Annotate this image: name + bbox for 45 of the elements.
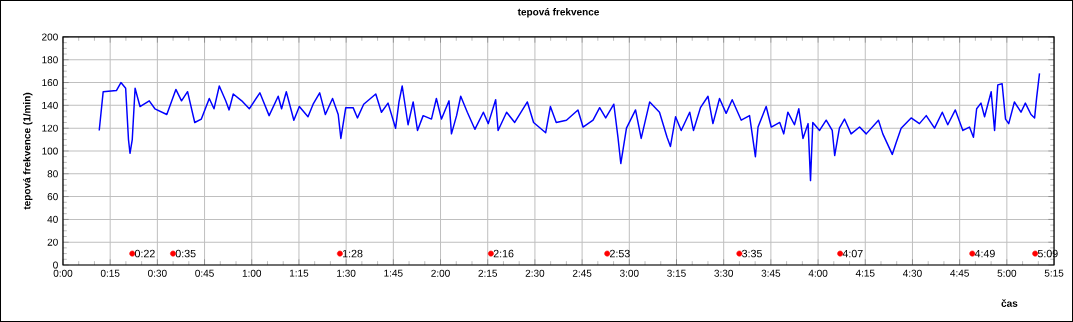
x-tick-label: 1:15	[289, 269, 309, 277]
annotation: 0:35	[175, 249, 196, 258]
y-tick-label: 180	[42, 56, 58, 64]
y-tick-label: 200	[42, 33, 58, 41]
x-tick-label: 4:15	[855, 269, 875, 277]
y-tick-label: 0	[53, 261, 58, 269]
x-tick-label: 5:15	[1044, 269, 1064, 277]
y-axis-title: tepová frekvence (1/min)	[23, 92, 33, 210]
x-tick-label: 4:45	[950, 269, 969, 277]
y-tick-label: 80	[47, 170, 58, 178]
y-tick-label: 100	[42, 147, 58, 155]
x-tick-label: 5:00	[997, 269, 1017, 277]
x-tick-label: 1:00	[242, 269, 262, 277]
annotation: 1:28	[342, 249, 363, 258]
x-tick-label: 2:00	[431, 269, 450, 277]
x-tick-label: 2:45	[572, 269, 592, 277]
annotation: 4:49	[974, 249, 995, 258]
x-tick-label: 1:45	[384, 269, 403, 277]
y-tick-label: 20	[47, 238, 58, 246]
line-series	[98, 72, 1041, 182]
chart-title: tepová frekvence	[517, 8, 600, 18]
x-tick-label: 4:00	[808, 269, 828, 277]
x-tick-label: 0:15	[100, 269, 120, 277]
x-tick-label: 2:15	[478, 269, 498, 277]
x-tick-label: 0:30	[148, 269, 167, 277]
x-tick-label: 1:30	[337, 269, 356, 277]
y-tick-label: 40	[47, 215, 58, 223]
annotation: 3:35	[742, 249, 762, 258]
y-tick-label: 60	[47, 193, 58, 201]
annotation: 2:16	[493, 249, 514, 258]
x-tick-label: 4:30	[902, 269, 922, 277]
annotation: 0:22	[134, 249, 155, 258]
y-tick-label: 160	[42, 79, 58, 87]
x-tick-label: 0:00	[53, 269, 73, 277]
x-tick-label: 3:00	[619, 269, 639, 277]
x-tick-label: 0:45	[195, 269, 214, 277]
x-tick-label: 3:15	[667, 269, 686, 277]
y-tick-label: 140	[42, 101, 58, 109]
x-tick-label: 3:45	[761, 269, 781, 277]
x-tick-label: 3:30	[714, 269, 734, 277]
x-tick-label: 2:30	[525, 269, 545, 277]
annotation: 2:53	[610, 249, 630, 258]
x-axis-title: čas	[1001, 299, 1018, 307]
annotation: 4:07	[842, 249, 863, 258]
y-tick-label: 120	[42, 124, 58, 132]
